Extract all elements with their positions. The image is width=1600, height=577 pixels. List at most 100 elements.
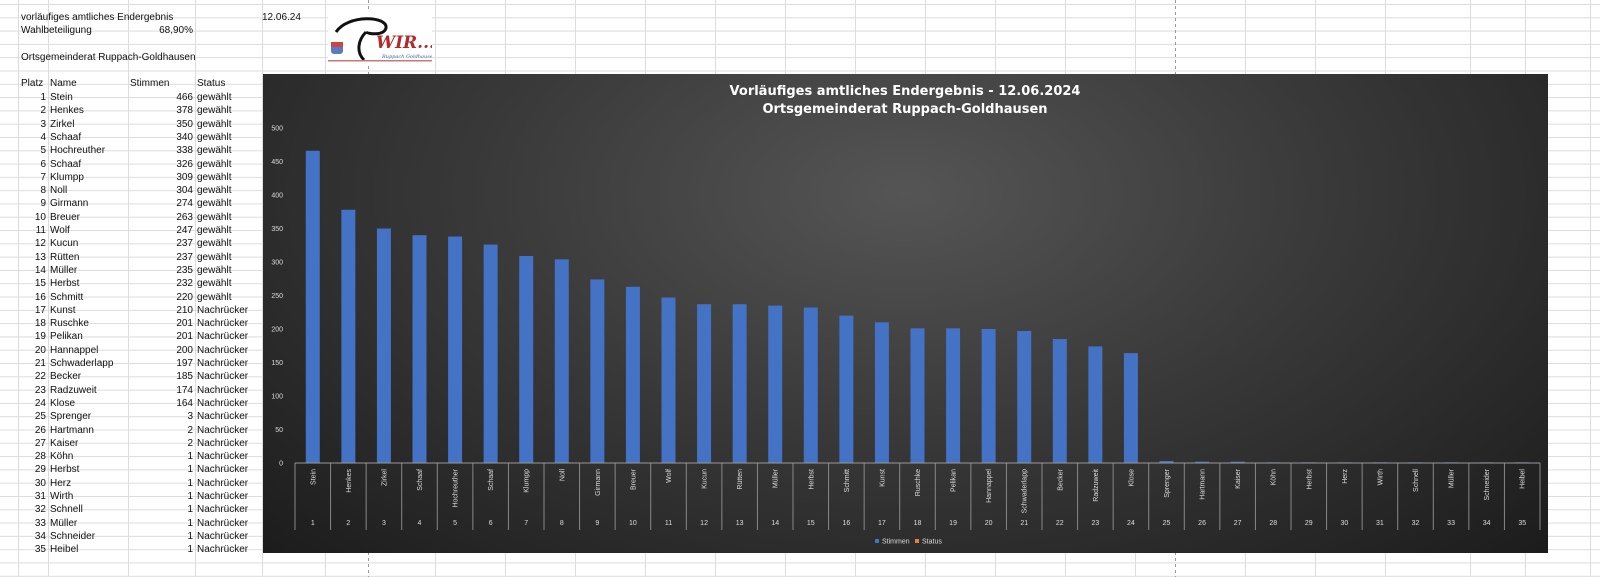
turnout-value: 68,90%	[159, 25, 193, 36]
status-cell: gewählt	[197, 251, 232, 263]
name-cell: Klose	[50, 397, 76, 409]
x-category-label: Stein	[310, 469, 317, 485]
x-category-label: Heibel	[1520, 469, 1527, 489]
status-cell: gewählt	[197, 264, 232, 276]
votes-cell: 466	[176, 92, 193, 103]
x-category-label: Köhn	[1271, 469, 1278, 485]
votes-cell: 197	[176, 358, 193, 369]
votes-cell: 350	[176, 118, 193, 130]
x-category-number: 1	[311, 520, 315, 527]
bar-6	[483, 244, 498, 463]
name-cell: Schaaf	[50, 158, 82, 170]
status-cell: gewählt	[197, 92, 232, 103]
votes-cell: 274	[176, 198, 193, 210]
status-cell: Nachrücker	[197, 344, 249, 356]
votes-cell: 2	[187, 424, 193, 436]
x-category-number: 26	[1198, 520, 1206, 527]
status-cell: gewählt	[197, 198, 232, 210]
status-cell: gewählt	[197, 118, 232, 130]
x-category-label: Wirth	[1377, 469, 1384, 485]
status-cell: Nachrücker	[197, 530, 249, 542]
y-tick-label: 300	[271, 260, 283, 267]
x-category-number: 2	[346, 520, 350, 527]
name-cell: Herbst	[50, 278, 80, 290]
name-cell: Klumpp	[50, 171, 84, 183]
x-category-number: 35	[1518, 520, 1526, 527]
votes-cell: 340	[176, 131, 193, 143]
name-cell: Kucun	[50, 238, 79, 250]
status-cell: Nachrücker	[197, 437, 249, 449]
votes-cell: 304	[176, 185, 193, 197]
x-category-label: Müller	[1449, 468, 1456, 488]
rank-cell: 10	[34, 211, 46, 223]
x-category-number: 34	[1483, 520, 1491, 527]
bar-4	[412, 235, 427, 463]
rank-cell: 18	[34, 318, 46, 330]
x-category-number: 13	[736, 520, 744, 527]
rank-cell: 25	[34, 411, 46, 423]
x-category-label: Henkes	[346, 469, 353, 493]
name-cell: Ruschke	[50, 318, 89, 330]
results-chart[interactable]: Vorläufiges amtliches Endergebnis - 12.0…	[263, 74, 1548, 553]
x-category-number: 6	[489, 520, 493, 527]
y-tick-label: 500	[271, 126, 283, 133]
votes-cell: 164	[176, 397, 193, 409]
votes-cell: 378	[176, 105, 193, 117]
name-cell: Rütten	[50, 251, 80, 263]
status-cell: Nachrücker	[197, 477, 249, 489]
votes-cell: 220	[176, 291, 193, 303]
x-category-label: Schnell	[1413, 469, 1420, 492]
status-cell: Nachrücker	[197, 371, 249, 383]
column-gridline	[1590, 0, 1591, 577]
rank-cell: 26	[34, 424, 46, 436]
votes-cell: 263	[176, 211, 193, 223]
rank-cell: 24	[34, 397, 46, 409]
name-cell: Schneider	[50, 530, 96, 542]
votes-cell: 201	[176, 331, 193, 343]
name-cell: Girmann	[50, 198, 89, 210]
legend-label-status: Status	[922, 539, 942, 546]
status-cell: gewählt	[197, 145, 232, 157]
votes-cell: 1	[187, 451, 193, 463]
column-gridline	[18, 0, 19, 577]
votes-cell: 237	[176, 251, 193, 263]
bar-15	[803, 307, 818, 463]
x-category-number: 3	[382, 520, 386, 527]
x-category-label: Radzuweit	[1093, 469, 1100, 502]
x-category-number: 15	[807, 520, 815, 527]
rank-cell: 15	[34, 278, 46, 290]
status-cell: Nachrücker	[197, 318, 249, 330]
column-gridline	[128, 0, 129, 577]
y-tick-label: 450	[271, 159, 283, 166]
rank-cell: 23	[34, 384, 46, 396]
x-category-number: 16	[842, 520, 850, 527]
svg-text:Ruppach Goldhausen: Ruppach Goldhausen	[381, 54, 432, 60]
status-cell: Nachrücker	[197, 304, 249, 316]
votes-cell: 309	[176, 171, 193, 183]
rank-cell: 5	[40, 145, 46, 157]
x-category-label: Schwaderlapp	[1022, 469, 1029, 513]
rank-cell: 7	[40, 171, 46, 183]
header-stimmen: Stimmen	[130, 78, 170, 89]
name-cell: Radzuweit	[50, 384, 97, 396]
rank-cell: 17	[34, 304, 46, 316]
turnout-label: Wahlbeteiligung	[21, 25, 92, 36]
x-category-label: Kucun	[702, 469, 709, 489]
x-category-label: Hannappel	[986, 469, 993, 503]
x-category-number: 4	[418, 520, 422, 527]
header-platz: Platz	[21, 78, 44, 89]
rank-cell: 13	[34, 251, 46, 263]
x-category-label: Breuer	[630, 468, 637, 490]
name-cell: Sprenger	[50, 411, 92, 423]
x-category-label: Kunst	[879, 469, 886, 487]
rank-cell: 2	[40, 105, 46, 117]
name-cell: Herz	[50, 477, 72, 489]
x-category-label: Ruschke	[915, 469, 922, 496]
header-name: Name	[50, 78, 77, 89]
x-category-label: Klumpp	[524, 469, 531, 493]
bar-17	[874, 322, 889, 463]
x-category-number: 21	[1020, 520, 1028, 527]
y-tick-label: 50	[275, 427, 283, 434]
y-tick-label: 400	[271, 193, 283, 200]
x-category-number: 14	[771, 520, 779, 527]
